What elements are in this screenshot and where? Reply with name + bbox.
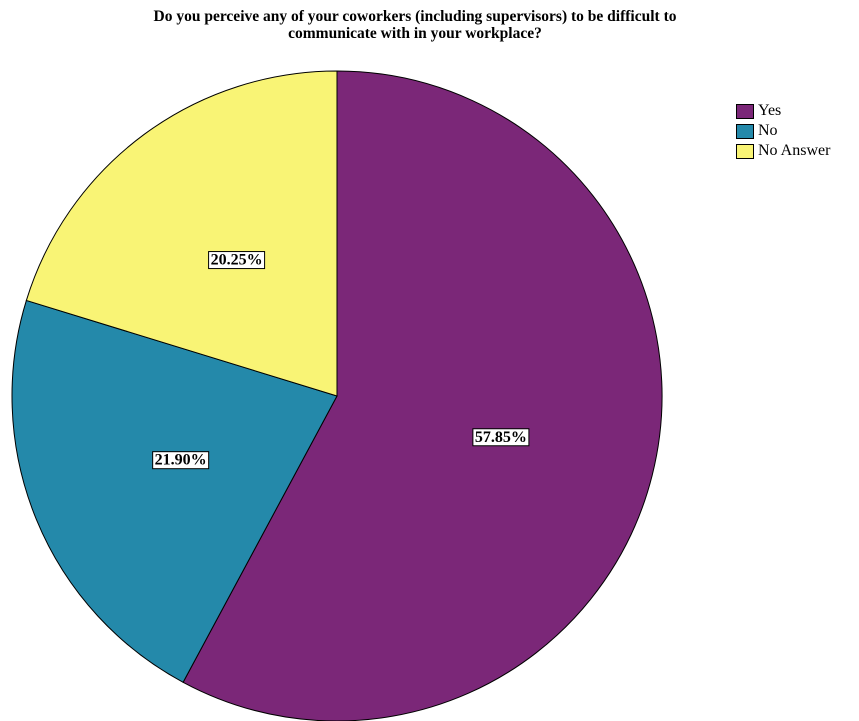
legend-swatch-no-answer: [736, 143, 754, 159]
legend-item-no-answer: No Answer: [736, 141, 830, 161]
legend: Yes No No Answer: [736, 101, 830, 161]
slice-label-text-no: 21.90%: [155, 452, 207, 469]
chart-title-line-2: communicate with in your workplace?: [288, 25, 542, 42]
legend-label-yes: Yes: [758, 102, 782, 119]
legend-item-yes: Yes: [736, 101, 830, 121]
pie-slice-no-answer: [25, 70, 338, 397]
slice-label-text-no-answer: 20.25%: [211, 252, 263, 269]
chart-title: Do you perceive any of your coworkers (i…: [0, 8, 830, 42]
legend-swatch-no: [736, 123, 754, 139]
legend-item-no: No: [736, 121, 830, 141]
slice-label-box-yes: [472, 428, 530, 447]
slice-label-no: 21.90%: [152, 451, 210, 470]
pie-slice-no: [11, 299, 338, 683]
slice-label-box-no-answer: [208, 251, 266, 270]
legend-label-no: No: [758, 122, 778, 139]
legend-label-no-answer: No Answer: [758, 142, 831, 159]
slice-label-yes: 57.85%: [472, 428, 530, 447]
slice-label-box-no: [152, 451, 210, 470]
slice-label-no-answer: 20.25%: [208, 251, 266, 270]
legend-swatch-yes: [736, 103, 754, 119]
slice-label-text-yes: 57.85%: [475, 429, 527, 446]
chart-title-line-1: Do you perceive any of your coworkers (i…: [153, 8, 677, 25]
